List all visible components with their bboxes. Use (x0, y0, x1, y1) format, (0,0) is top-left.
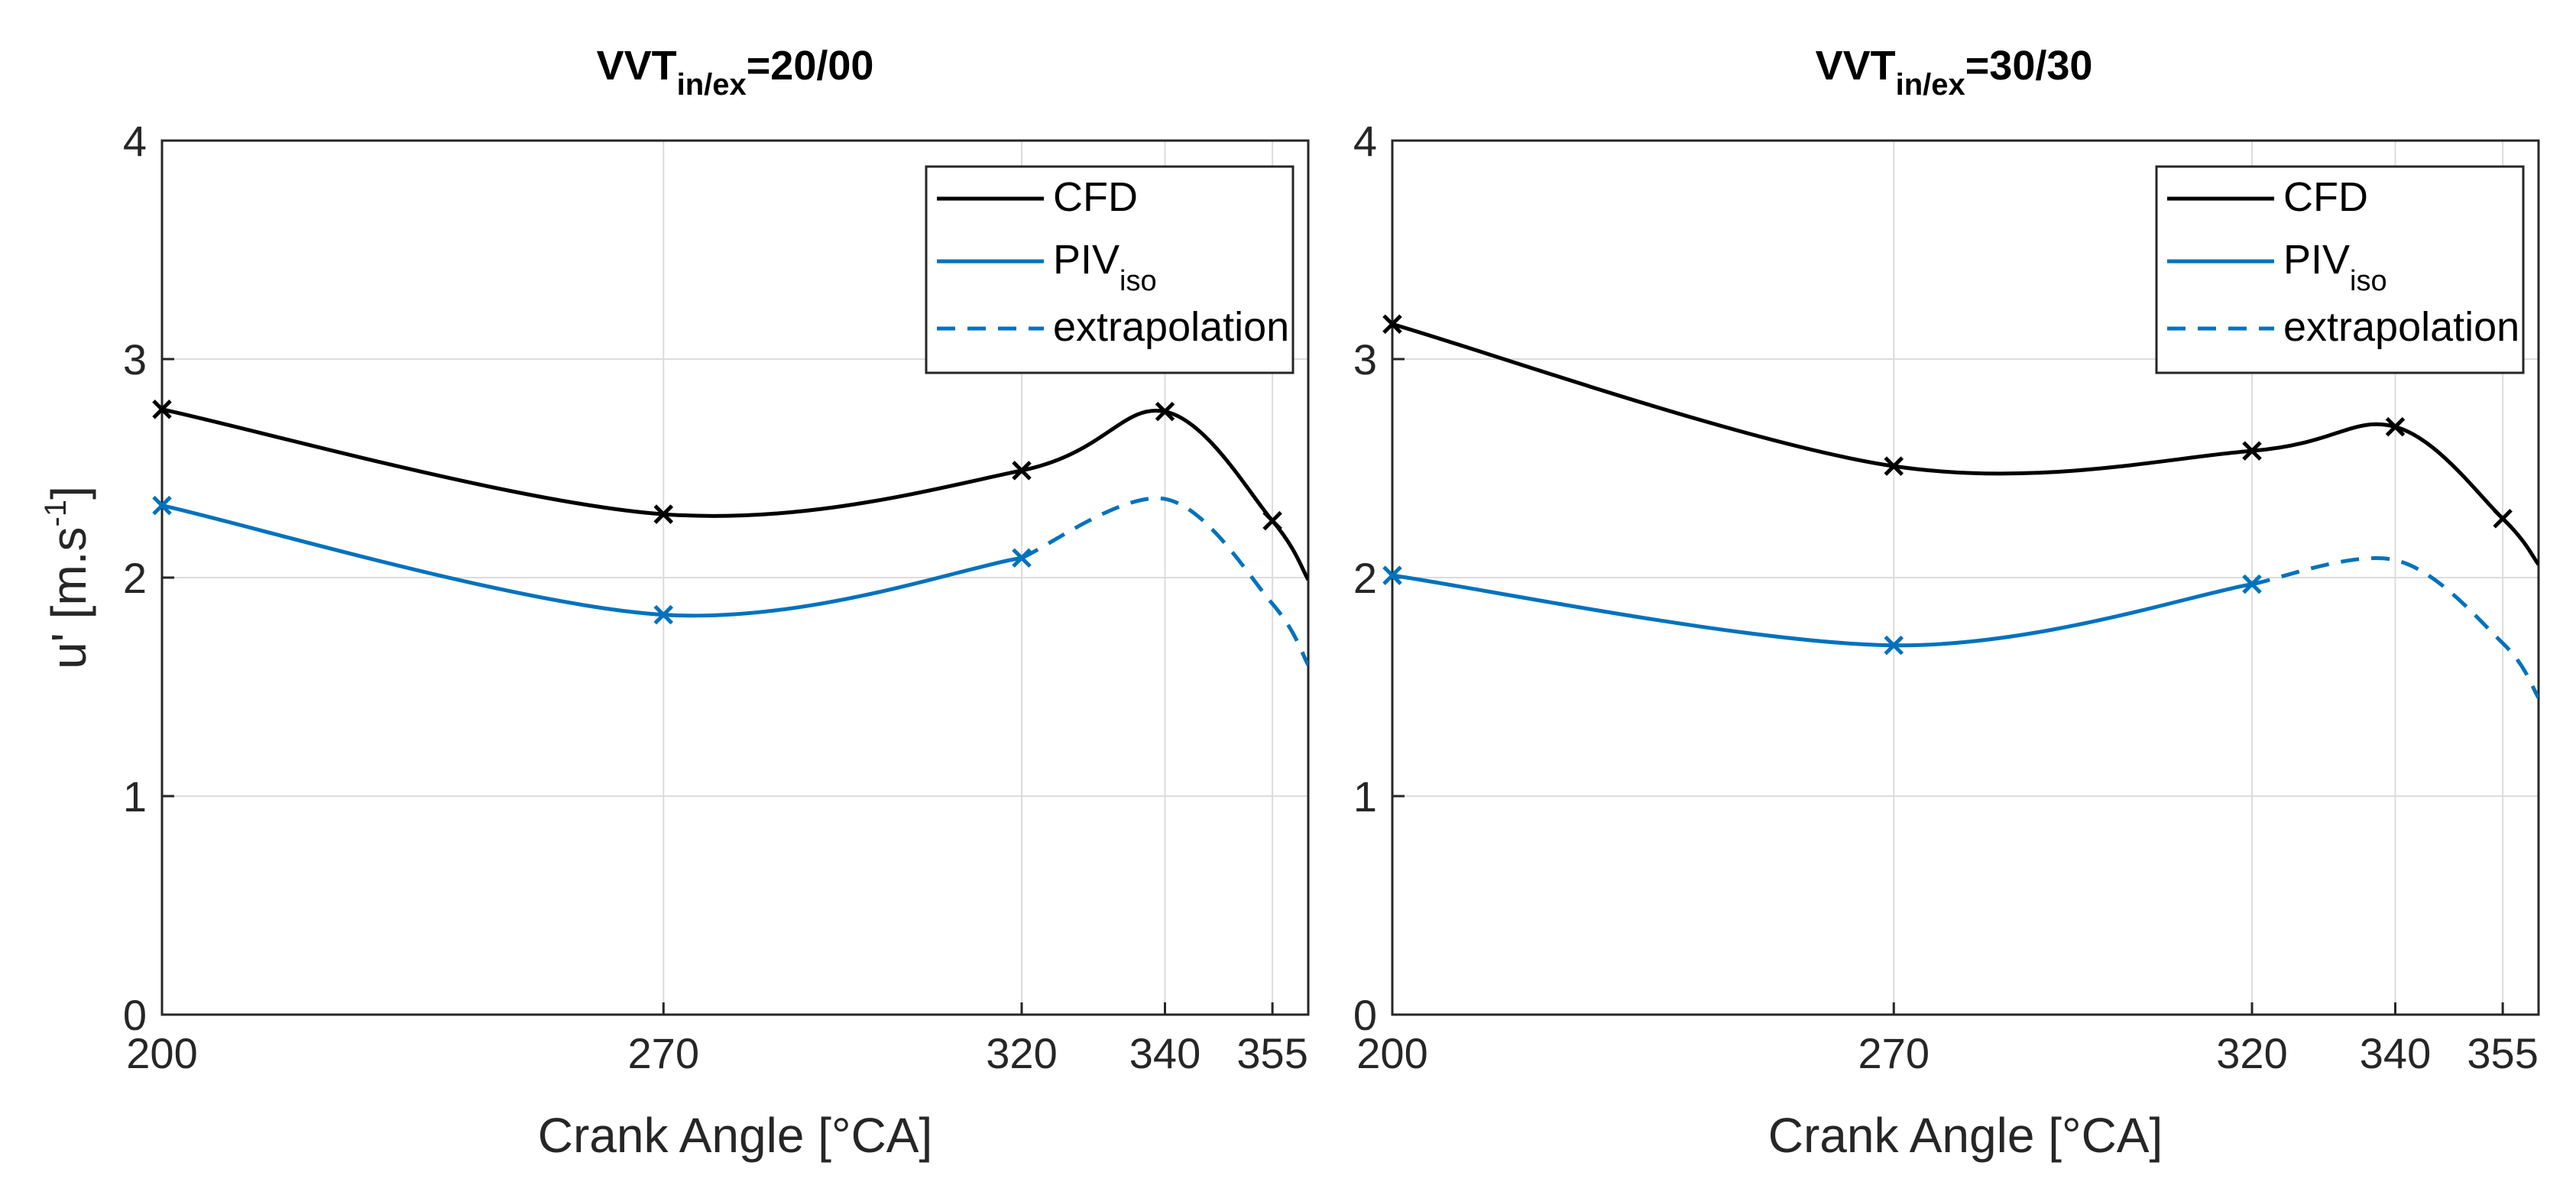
legend: CFD PIViso extrapolation (2155, 165, 2525, 374)
y-tick-label: 1 (123, 772, 147, 821)
y-tick-label: 2 (1353, 554, 1377, 602)
series-line-cfd (162, 407, 1308, 581)
data-point-marker (653, 504, 674, 524)
data-point-marker (152, 400, 172, 419)
series-line-extrapolation (1021, 496, 1308, 666)
x-tick-label: 200 (1356, 1029, 1427, 1077)
x-tick-label: 200 (126, 1029, 197, 1077)
y-tick-label: 4 (1353, 117, 1377, 165)
y-axis-label: u' [m.s-1] (39, 486, 96, 669)
data-point-marker (1884, 635, 1904, 656)
x-axis-label: Crank Angle [°CA] (538, 1108, 933, 1163)
series-line-extrapolation (2251, 556, 2539, 699)
chart-panel-right: 200 270 320 340 355 0 1 2 3 4 VVTin/ex=30/30 Crank … (1353, 43, 2540, 1163)
legend-label: PIViso (2283, 237, 2387, 297)
data-point-marker (1262, 510, 1282, 531)
data-point-marker (1155, 401, 1175, 422)
data-point-marker (1012, 461, 1032, 481)
series-line-piv-iso (162, 503, 1022, 618)
y-tick-label: 2 (123, 554, 147, 602)
y-tick-label: 3 (1353, 335, 1377, 384)
legend-label: extrapolation (1053, 304, 1289, 350)
x-tick-label: 270 (628, 1029, 699, 1077)
chart-title: VVTin/ex=30/30 (1816, 43, 2093, 102)
legend-label: CFD (2283, 174, 2368, 220)
series-line-cfd (1392, 322, 2539, 566)
data-point-marker (1884, 456, 1904, 476)
data-point-marker (1382, 565, 1402, 585)
x-tick-label: 340 (1129, 1029, 1201, 1077)
legend-label: CFD (1053, 174, 1138, 220)
series-line-piv-iso (1392, 573, 2253, 648)
data-point-marker (2242, 441, 2262, 461)
data-point-marker (653, 604, 674, 625)
y-tick-label: 1 (1353, 772, 1377, 821)
legend-box (2155, 165, 2525, 374)
data-point-marker (152, 495, 172, 516)
x-axis-label: Crank Angle [°CA] (1768, 1108, 2163, 1163)
data-point-marker (2385, 416, 2406, 437)
x-tick-label: 320 (2216, 1029, 2287, 1077)
x-tick-label: 320 (986, 1029, 1057, 1077)
y-tick-label: 4 (123, 117, 147, 165)
x-tick-label: 355 (1236, 1029, 1307, 1077)
legend-box (925, 165, 1294, 374)
x-tick-label: 270 (1858, 1029, 1930, 1077)
y-tick-label: 0 (1353, 991, 1377, 1039)
legend: CFD PIViso extrapolation (925, 165, 1294, 374)
data-point-marker (1382, 314, 1402, 335)
x-tick-label: 340 (2360, 1029, 2431, 1077)
x-tick-label: 355 (2467, 1029, 2538, 1077)
legend-label: extrapolation (2283, 304, 2519, 350)
y-tick-label: 0 (123, 991, 147, 1039)
y-tick-label: 3 (123, 335, 147, 384)
chart-title: VVTin/ex=20/00 (597, 43, 874, 102)
data-point-marker (2493, 509, 2513, 529)
legend-label: PIViso (1053, 237, 1157, 297)
chart-panel-left: 200 270 320 340 355 0 1 2 3 4 VVTin/ex=20/00 Crank … (39, 43, 1310, 1163)
